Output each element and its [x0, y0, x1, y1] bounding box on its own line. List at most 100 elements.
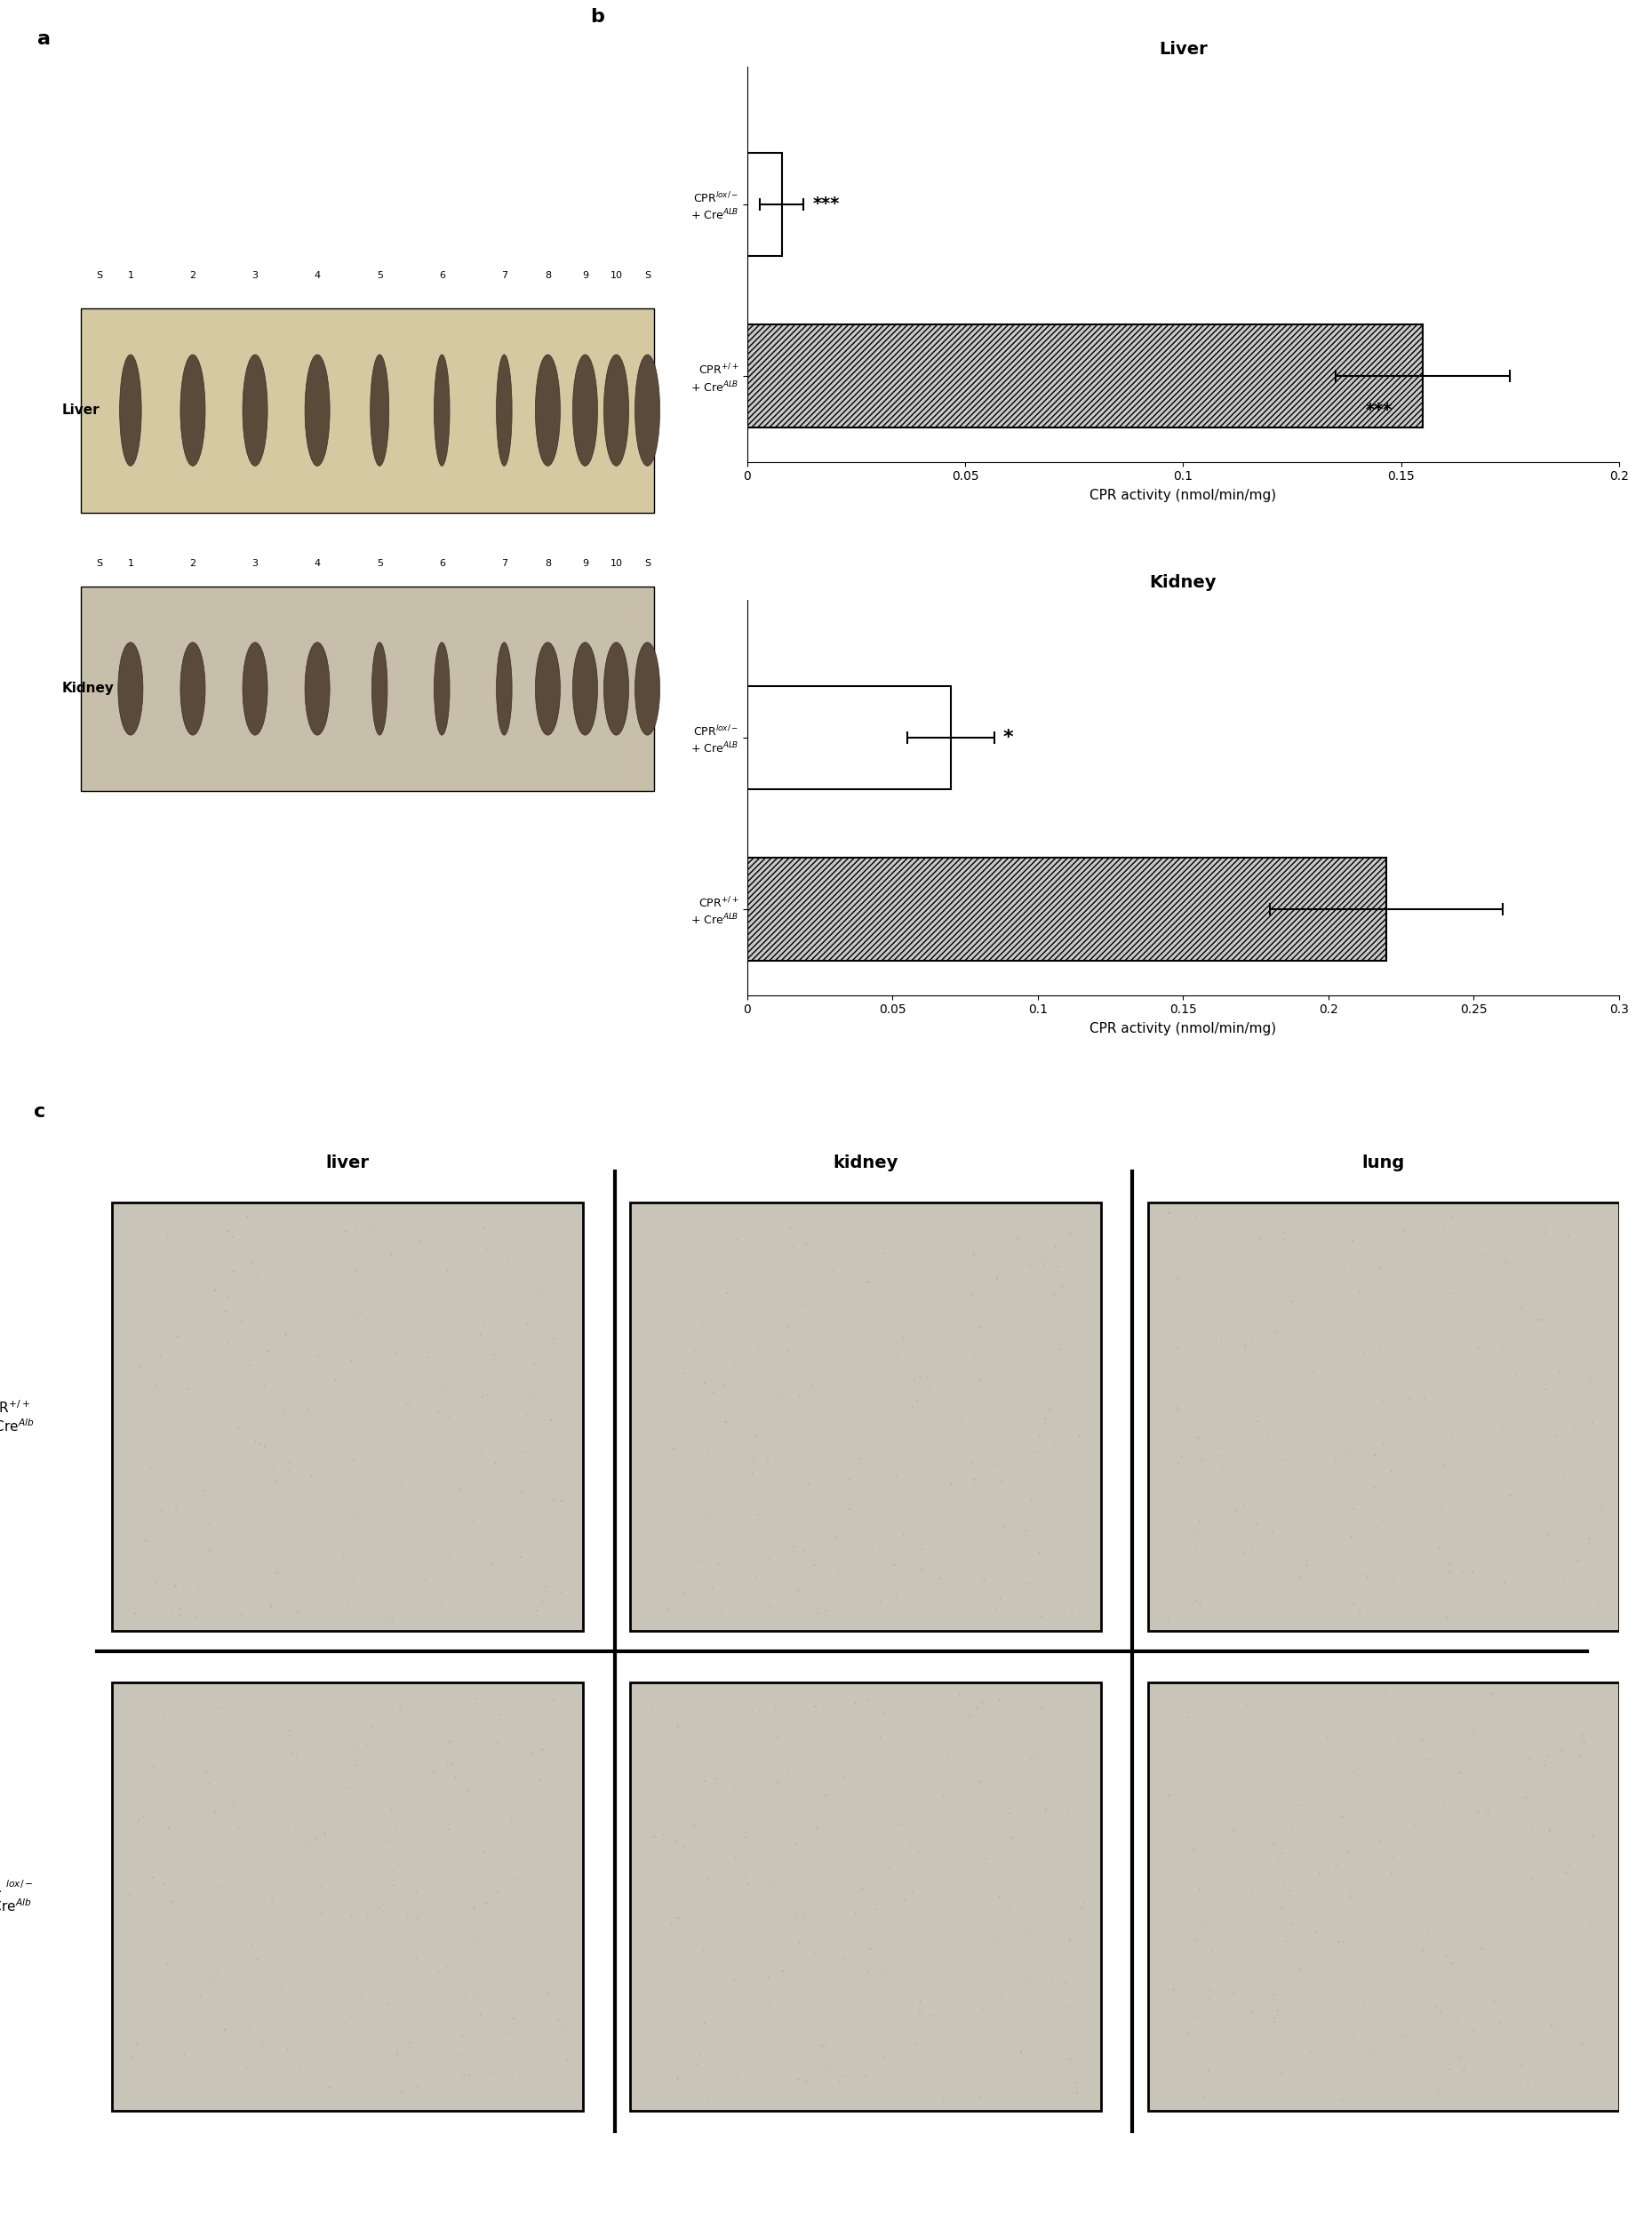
Point: [836, 1491, 862, 1527]
Point: [823, 1520, 849, 1556]
Point: [1338, 1406, 1365, 1442]
Point: [1409, 1723, 1436, 1759]
Point: [712, 1404, 738, 1440]
Point: [243, 1424, 269, 1460]
Point: [700, 1375, 727, 1411]
Point: [963, 1690, 990, 1725]
Point: [639, 1692, 666, 1727]
Point: [960, 1444, 986, 1480]
Point: [150, 1866, 177, 1901]
Point: [826, 2064, 852, 2100]
Point: [175, 1855, 202, 1890]
Point: [205, 1690, 231, 1725]
Point: [1576, 2024, 1602, 2060]
Point: [1474, 1899, 1500, 1935]
Text: S: S: [96, 272, 102, 281]
Point: [930, 1779, 957, 1814]
Point: [681, 1333, 707, 1369]
Point: [1408, 1826, 1434, 1861]
Point: [1419, 2080, 1446, 2115]
Point: [1350, 1311, 1376, 1346]
Point: [1460, 1712, 1487, 1748]
Point: [1345, 2006, 1371, 2042]
Point: [449, 1712, 476, 1748]
Point: [1032, 1792, 1059, 1828]
Point: [970, 1990, 996, 2026]
Point: [349, 1977, 375, 2013]
Point: [302, 1302, 329, 1337]
Point: [307, 1761, 334, 1797]
Point: [140, 1748, 167, 1783]
Point: [1232, 1765, 1259, 1801]
Point: [1232, 1328, 1259, 1364]
Point: [681, 1400, 707, 1435]
Point: [869, 1297, 895, 1333]
Point: [857, 1690, 884, 1725]
Point: [1056, 1792, 1082, 1828]
Point: [1028, 1690, 1054, 1725]
Point: [709, 1451, 735, 1487]
Point: [819, 1253, 846, 1288]
Point: [1254, 1320, 1280, 1355]
Point: [1341, 1587, 1368, 1623]
Point: [1488, 1409, 1515, 1444]
Point: [760, 1485, 786, 1520]
Point: [393, 1262, 420, 1297]
Point: [468, 1435, 494, 1471]
Point: [733, 1819, 760, 1855]
Point: [375, 1986, 401, 2022]
Point: [641, 1456, 667, 1491]
Point: [1346, 1594, 1373, 1629]
Point: [144, 1369, 170, 1404]
Point: [925, 1201, 952, 1237]
Bar: [747, 154, 781, 256]
Point: [968, 2080, 995, 2115]
Point: [251, 1366, 278, 1402]
Point: [763, 1692, 790, 1727]
Point: [395, 1386, 421, 1422]
Point: [775, 1333, 801, 1369]
Point: [1013, 1513, 1039, 1549]
Point: [1520, 1861, 1546, 1897]
Point: [134, 2002, 160, 2037]
Point: [1531, 1748, 1558, 1783]
Point: [1508, 2046, 1535, 2082]
Point: [443, 1759, 469, 1794]
Ellipse shape: [634, 354, 659, 466]
Point: [740, 1540, 767, 1576]
Point: [205, 1870, 231, 1906]
Point: [841, 1781, 867, 1817]
Point: [1165, 1389, 1191, 1424]
Point: [909, 2082, 935, 2118]
Point: [1533, 1460, 1559, 1496]
Point: [197, 1531, 223, 1567]
Point: [433, 2022, 459, 2057]
Text: CPR $^{lox/-}$
+ Cre$^{Alb}$: CPR $^{lox/-}$ + Cre$^{Alb}$: [0, 1879, 33, 1915]
Point: [1178, 1770, 1204, 1805]
Point: [193, 1754, 220, 1790]
Point: [1270, 1215, 1297, 1250]
Point: [1226, 1551, 1252, 1587]
Point: [1260, 1910, 1287, 1946]
Point: [1566, 1542, 1593, 1578]
Point: [686, 1431, 712, 1467]
Point: [256, 1210, 282, 1246]
Point: [347, 1297, 373, 1333]
Point: [813, 1777, 839, 1812]
Point: [762, 2060, 788, 2095]
Point: [1328, 2082, 1355, 2118]
Point: [454, 1277, 481, 1313]
Point: [691, 1933, 717, 1968]
Point: [471, 1308, 497, 1344]
Ellipse shape: [372, 642, 388, 736]
Point: [1023, 1739, 1049, 1774]
Point: [340, 1565, 367, 1600]
Point: [793, 1226, 819, 1262]
Point: [246, 1681, 273, 1716]
Point: [192, 1473, 218, 1509]
Point: [1039, 1962, 1066, 1997]
Point: [261, 1449, 287, 1485]
Point: [813, 1594, 839, 1629]
Point: [1066, 2082, 1092, 2118]
Point: [700, 1598, 727, 1634]
